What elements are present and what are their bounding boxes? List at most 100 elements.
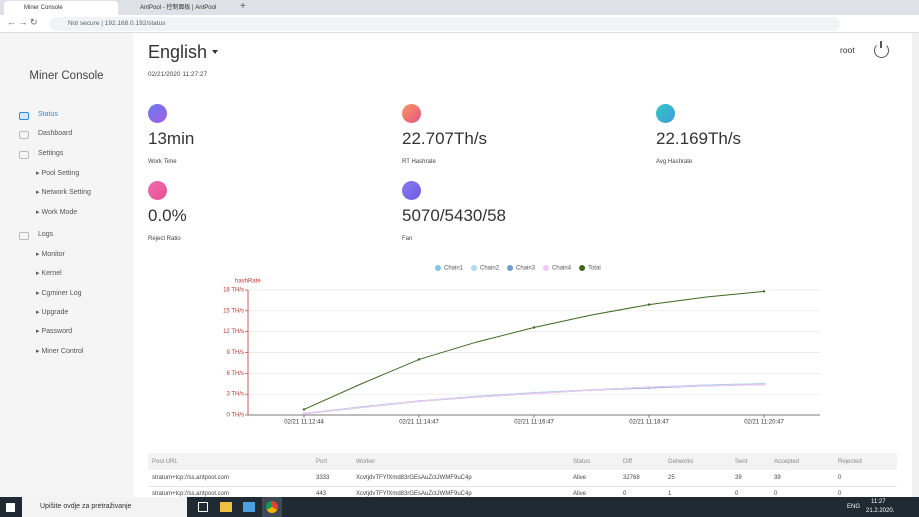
y-axis-title: hashRate	[235, 279, 261, 285]
table-cell: 39	[735, 475, 742, 481]
app[interactable]	[243, 502, 255, 512]
chart: hashRate 0 TH/s 3 TH/s 6 TH/s 9 TH/s 12 TH/s 1…	[223, 265, 820, 426]
legend-label: Chain2	[480, 266, 500, 272]
submenu-item[interactable]: ▸ Miner Control	[36, 347, 84, 355]
menu-item[interactable]: Dashboard	[38, 130, 73, 138]
label: Kernel	[41, 270, 62, 278]
table-cell: 1	[668, 491, 672, 497]
language-select[interactable]: English	[148, 42, 218, 63]
omnibox[interactable]: Not secure | 192.168.0.192/status	[50, 17, 840, 31]
power-button[interactable]	[874, 41, 889, 58]
clock-time[interactable]: 11:27	[871, 499, 886, 505]
label: Upgrade	[41, 309, 69, 316]
datetime: 02/21/2020 11:27:27	[148, 71, 208, 78]
stat-value: 22.707Th/s	[402, 129, 488, 148]
submenu-item[interactable]: ▸ Password	[36, 328, 73, 336]
y-tick-label: 3 TH/s	[226, 392, 244, 398]
tab[interactable]: Miner Console	[4, 1, 118, 15]
legend-marker	[471, 265, 478, 271]
series-line	[303, 383, 765, 415]
column-header: Getworks	[668, 459, 694, 465]
chrome[interactable]	[262, 497, 282, 517]
submenu-item[interactable]: ▸ Kernel	[36, 270, 62, 278]
stat-value: 0.0%	[148, 206, 187, 225]
new-tab[interactable]: +	[240, 1, 246, 12]
stat-value: 22.169Th/s	[656, 129, 742, 148]
column-header: Diff	[623, 459, 632, 465]
menu-item[interactable]: Logs	[38, 230, 54, 238]
menu-icon	[19, 131, 29, 140]
legend-marker	[507, 265, 514, 271]
stat-icon	[148, 181, 167, 200]
column-header: Port	[316, 459, 328, 465]
y-tick-label: 12 TH/s	[223, 329, 244, 335]
menu-item[interactable]: Settings	[38, 149, 64, 157]
submenu-item[interactable]: ▸ Network Setting	[36, 189, 91, 197]
table-cell: 39	[774, 475, 781, 481]
stat-label: Avg Hashrate	[656, 159, 693, 165]
stat-icon	[148, 104, 167, 123]
table-cell: 443	[316, 491, 327, 497]
submenu-item[interactable]: ▸ Cgminer Log	[36, 289, 82, 297]
point	[417, 399, 421, 403]
legend-label: Total	[588, 266, 601, 272]
submenu-item[interactable]: ▸ Work Mode	[36, 208, 78, 216]
label: Cgminer Log	[41, 289, 82, 297]
menu-icon	[19, 112, 29, 120]
app-title: Miner Console	[29, 70, 104, 82]
table-cell: 0	[735, 491, 739, 497]
column-header: Sent	[735, 459, 748, 465]
table-cell: XcvtjdvTFYfXmd83rGEsAuZctJWMF9uC4p	[356, 475, 472, 481]
table-cell: stratum+tcp://ss.antpool.com	[152, 491, 229, 497]
y-tick-label: 18 TH/s	[223, 288, 244, 294]
stat-icon	[402, 104, 421, 123]
table-cell: XcvtjdvTFYfXmd83rGEsAuZctJWMF9uC4p	[356, 491, 472, 497]
row-divider	[148, 486, 897, 487]
menu-icon	[19, 150, 29, 159]
column-header: Status	[573, 459, 591, 465]
menu-icon	[19, 231, 29, 240]
legend-label: Chain1	[444, 266, 464, 272]
column-header: Rejected	[838, 459, 862, 465]
tab[interactable]: AntPool - 控制面板 | AntPool	[140, 5, 217, 11]
language[interactable]: ENG	[847, 504, 861, 510]
main	[133, 33, 912, 497]
submenu-item[interactable]: ▸ Monitor	[36, 251, 65, 259]
stat-value: 5070/5430/58	[402, 206, 506, 225]
stat-value: 13min	[148, 129, 195, 148]
stat-label: Work Time	[148, 159, 177, 165]
series-line	[303, 383, 765, 415]
sidebar	[0, 33, 133, 497]
nav-buttons[interactable]: ← → ↻	[7, 17, 38, 27]
x-tick-label: 02/21 11:12:44	[284, 420, 324, 426]
stat-icon	[656, 104, 675, 123]
submenu-item[interactable]: ▸ Pool Setting	[36, 169, 80, 177]
menu-item[interactable]: Status	[38, 111, 58, 118]
explorer[interactable]	[220, 502, 232, 512]
x-tick-label: 02/21 11:18:47	[629, 420, 669, 426]
series-line	[303, 383, 765, 415]
clock-date[interactable]: 21.2.2020.	[866, 508, 895, 514]
search-box[interactable]: Upišite ovdje za pretraživanje	[22, 497, 187, 517]
stat-label: Fan	[402, 236, 413, 242]
point	[647, 303, 651, 306]
start-button[interactable]	[6, 503, 15, 512]
table-cell: 3333	[316, 475, 330, 481]
tab-bar: Miner Console AntPool - 控制面板 | AntPool +	[0, 0, 919, 15]
column-header: Pool URL	[152, 459, 178, 465]
taskbar: ENG 11:27 21.2.2020.	[0, 497, 919, 517]
table-header	[148, 453, 897, 470]
user: root	[840, 45, 855, 55]
label: Pool Setting	[41, 169, 80, 177]
scrollbar	[912, 33, 919, 497]
y-tick-label: 0 TH/s	[226, 413, 244, 419]
submenu-item[interactable]: ▸ Upgrade	[36, 309, 69, 316]
label: Network Setting	[41, 189, 91, 197]
label: Work Mode	[41, 208, 78, 216]
table-cell: Alive	[573, 475, 587, 481]
task-view[interactable]	[198, 502, 208, 512]
table-cell: 0	[623, 491, 627, 497]
legend-marker	[435, 265, 441, 271]
x-tick-label: 02/21 11:20:47	[744, 420, 784, 426]
